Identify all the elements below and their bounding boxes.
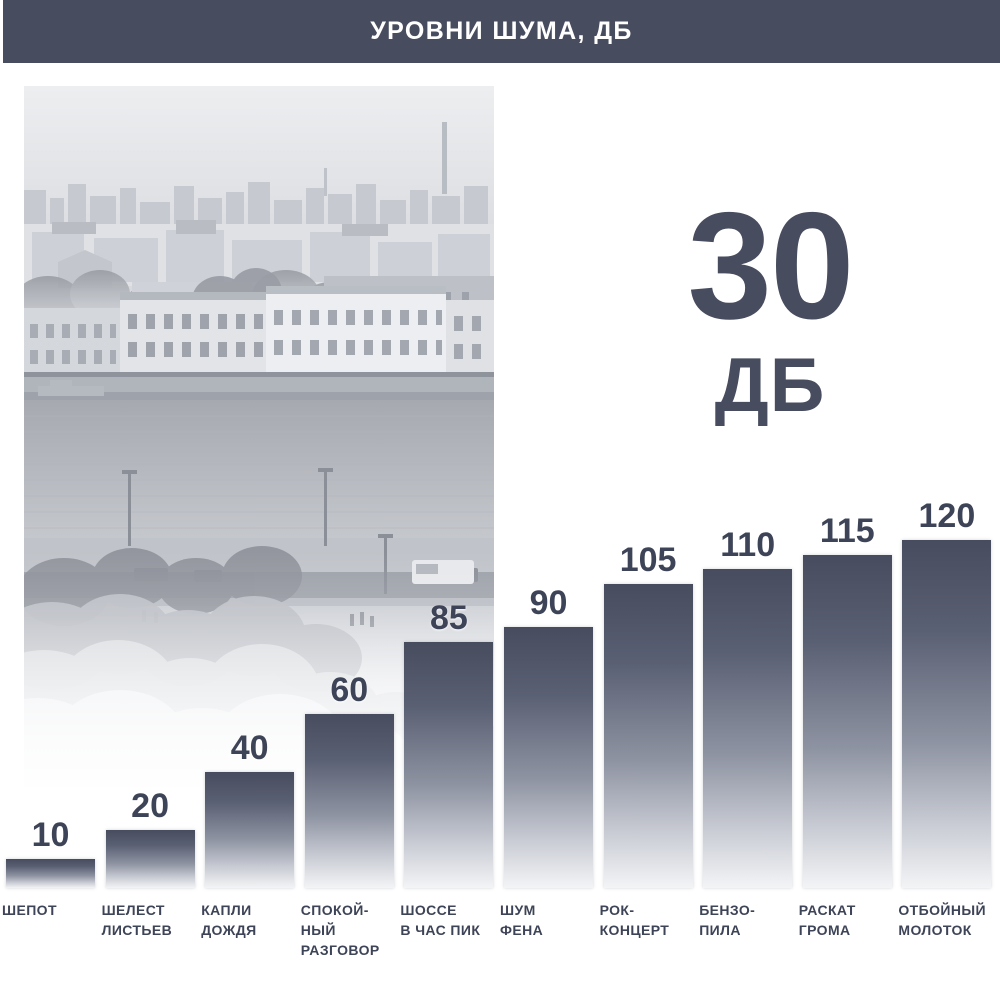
bar-column[interactable]: 10 ШЕПОТ [2, 816, 99, 918]
bar-column[interactable]: 115 РАСКАТ ГРОМА [799, 512, 896, 938]
bar-category-label-line: КОНЦЕРТ [599, 922, 670, 938]
bar-rect[interactable] [902, 540, 992, 888]
bar-category-label-line: ПИЛА [699, 922, 741, 938]
bar-category-label: ОТБОЙНЫЙ МОЛОТОК [898, 900, 995, 940]
bar-rect[interactable] [404, 641, 494, 888]
bar-category-label-line: РАЗГОВОР [300, 942, 380, 958]
bar-value-label: 120 [918, 497, 976, 535]
bar-category-label-line: ГРОМА [798, 922, 851, 938]
bar-column[interactable]: 20 ШЕЛЕСТ ЛИСТЬЕВ [102, 787, 199, 938]
page-title: УРОВНИ ШУМА, ДБ [370, 17, 633, 45]
bar-rect[interactable] [603, 583, 693, 888]
bar-column[interactable]: 85 ШОССЕ В ЧАС ПИК [400, 599, 497, 938]
bar-category-label-line: В ЧАС ПИК [400, 922, 481, 938]
bar-rect[interactable] [802, 554, 892, 888]
bar-column[interactable]: 40 КАПЛИ ДОЖДЯ [201, 729, 298, 938]
bar-category-label: ШОССЕ В ЧАС ПИК [400, 900, 497, 940]
bar-category-label-line: БЕНЗО- [699, 902, 756, 918]
bar-value-label: 60 [330, 671, 369, 709]
bar-category-label-line: ШЕПОТ [2, 902, 57, 918]
bar-value-label: 85 [429, 598, 468, 637]
bar-category-label-line: ОТБОЙНЫЙ [898, 902, 986, 918]
bar-value-label: 105 [619, 540, 677, 579]
bar-column[interactable]: 105 РОК- КОНЦЕРТ [600, 541, 697, 938]
bar-category-label: РОК- КОНЦЕРТ [600, 900, 697, 940]
bar-category-label: БЕНЗО- ПИЛА [699, 900, 796, 940]
bar-category-label-line: ШЕЛЕСТ [101, 902, 165, 918]
bar-column[interactable]: 60 СПОКОЙ- НЫЙ РАЗГОВОР [301, 671, 398, 958]
bar-category-label-line: ДОЖДЯ [201, 922, 257, 938]
bar-category-label-line: ШОССЕ [400, 902, 457, 918]
bar-category-label-line: НЫЙ [300, 922, 336, 938]
bar-value-label: 10 [31, 816, 70, 854]
bar-category-label-line: ФЕНА [500, 922, 544, 938]
bar-value-label: 20 [131, 787, 169, 825]
header-bar: УРОВНИ ШУМА, ДБ [3, 0, 1000, 63]
bar-column[interactable]: 90 ШУМ ФЕНА [500, 584, 597, 938]
bar-column[interactable]: 120 ОТБОЙНЫЙ МОЛОТОК [898, 497, 995, 938]
bar-rect[interactable] [6, 859, 95, 888]
bar-value-label: 90 [529, 584, 568, 622]
bar-value-label: 110 [720, 526, 776, 564]
bar-rect[interactable] [504, 627, 593, 888]
bar-category-label-line: РАСКАТ [798, 902, 856, 918]
bar-category-label: ШУМ ФЕНА [500, 900, 597, 940]
bar-category-label-line: ШУМ [500, 902, 536, 918]
bar-rect[interactable] [205, 772, 295, 888]
bar-category-label: СПОКОЙ- НЫЙ РАЗГОВОР [301, 900, 398, 960]
bar-category-label-line: РОК- [599, 902, 635, 918]
bar-category-label-line: КАПЛИ [201, 902, 252, 918]
bar-rect[interactable] [703, 569, 793, 888]
bar-category-label-line: МОЛОТОК [898, 922, 972, 938]
bar-rect[interactable] [304, 714, 394, 888]
bar-value-label: 115 [819, 511, 875, 550]
bar-rect[interactable] [105, 830, 195, 888]
bar-category-label-line: СПОКОЙ- [300, 902, 369, 918]
bar-category-label: КАПЛИ ДОЖДЯ [201, 900, 298, 940]
bar-category-label: ШЕЛЕСТ ЛИСТЬЕВ [102, 900, 199, 940]
bar-category-label: РАСКАТ ГРОМА [799, 900, 896, 940]
bar-category-label-line: ЛИСТЬЕВ [101, 922, 173, 938]
bar-value-label: 40 [230, 729, 269, 767]
bar-column[interactable]: 110 БЕНЗО- ПИЛА [699, 526, 796, 938]
bar-category-label: ШЕПОТ [2, 900, 99, 920]
